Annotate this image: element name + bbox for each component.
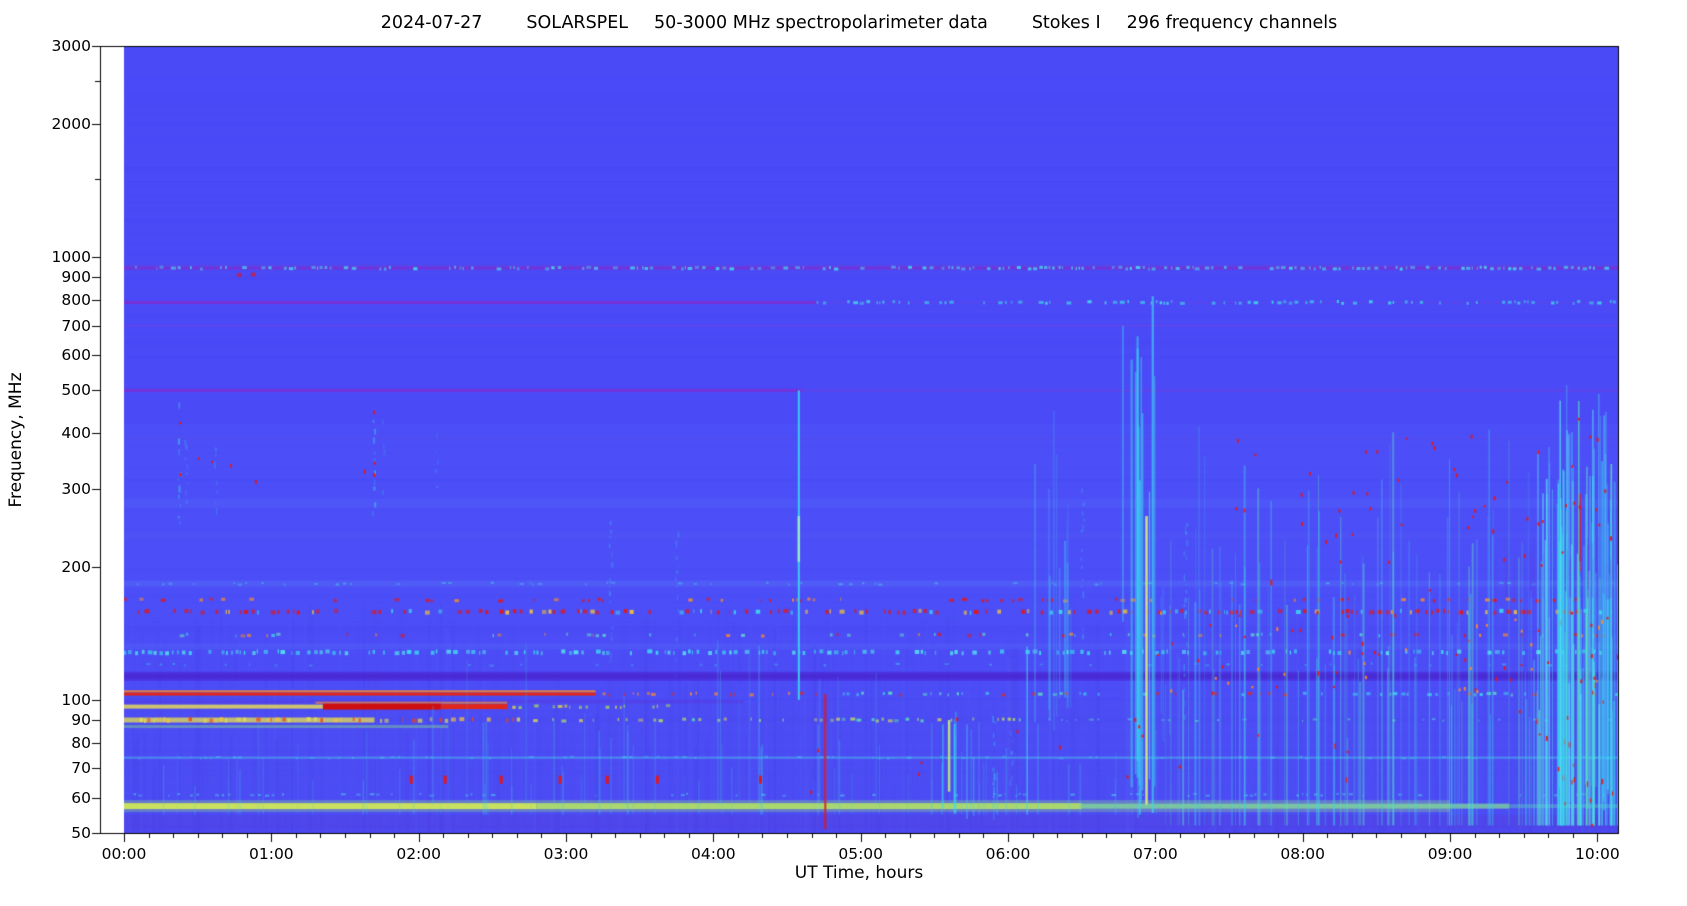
x-tick-label: 06:00 (985, 845, 1031, 863)
x-tick-label: 02:00 (396, 845, 441, 863)
x-tick-label: 03:00 (543, 845, 589, 863)
x-tick-label: 08:00 (1280, 845, 1326, 863)
y-tick-label: 900 (61, 268, 91, 287)
x-tick-label: 07:00 (1133, 845, 1178, 863)
y-tick-label: 1000 (51, 248, 91, 267)
y-tick-label: 50 (71, 824, 91, 842)
chart-title: 2024-07-27 SOLARSPEL 50-3000 MHz spectro… (100, 13, 1618, 33)
y-tick-label: 90 (71, 711, 91, 730)
y-tick-label: 80 (71, 733, 91, 752)
y-tick-label: 3000 (51, 37, 91, 55)
x-tick-label: 00:00 (101, 845, 147, 863)
y-tick-label: 500 (61, 381, 91, 400)
x-tick-label: 04:00 (691, 845, 736, 863)
title-instrument: SOLARSPEL (526, 13, 629, 33)
y-tick-label: 70 (71, 759, 91, 778)
y-tick-label: 2000 (51, 114, 91, 133)
y-tick-label: 100 (61, 690, 91, 709)
y-tick-label: 60 (71, 788, 91, 807)
title-stokes: Stokes I (1031, 13, 1101, 33)
x-tick-label: 09:00 (1427, 845, 1473, 863)
x-axis-label: UT Time, hours (794, 863, 924, 883)
y-tick-label: 300 (61, 479, 91, 498)
x-tick-label: 01:00 (249, 845, 294, 863)
title-channels: 296 frequency channels (1126, 13, 1338, 33)
title-description: 50-3000 MHz spectropolarimeter data (654, 13, 988, 33)
y-tick-label: 400 (61, 424, 91, 443)
x-tick-label: 05:00 (838, 845, 884, 863)
x-tick-label: 10:00 (1575, 845, 1620, 863)
y-tick-label: 200 (61, 557, 91, 576)
title-date: 2024-07-27 (380, 13, 483, 33)
y-tick-label: 700 (61, 316, 91, 335)
y-tick-label: 600 (61, 346, 91, 365)
y-tick-label: 800 (61, 291, 91, 310)
